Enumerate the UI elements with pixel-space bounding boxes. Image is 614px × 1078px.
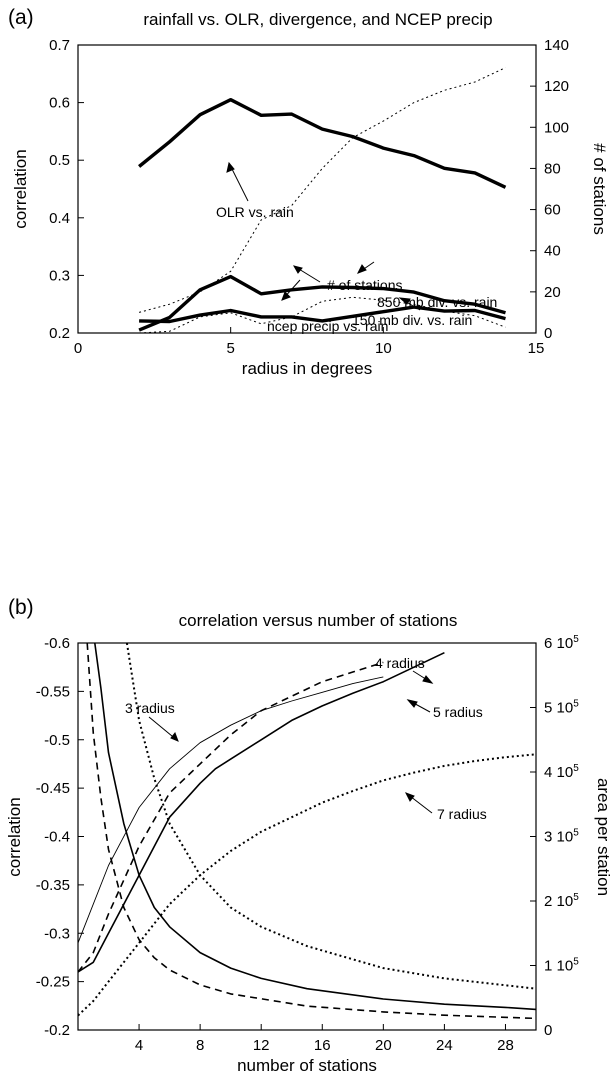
panel-b-y-tick-label: -0.2 bbox=[44, 1022, 70, 1039]
panel-b-series-r7_area bbox=[125, 643, 536, 990]
panel-a-y2-axis-label: # of stations bbox=[590, 143, 609, 235]
panel-b-label: (b) bbox=[8, 596, 34, 619]
panel-b-x-tick-label: 12 bbox=[253, 1037, 270, 1054]
panel-a-label: (a) bbox=[8, 6, 34, 29]
annotation-ncep: ncep precip vs. rain bbox=[267, 318, 388, 334]
panel-b-series-r4_corr bbox=[78, 661, 384, 973]
panel-a-annotations: OLR vs. rain # of stations ncep precip v… bbox=[216, 204, 497, 334]
panel-a-arrows bbox=[226, 161, 421, 311]
panel-b-y2-tick-label: 0 bbox=[544, 1022, 552, 1039]
panel-b-y-tick-label: -0.6 bbox=[44, 635, 70, 652]
panel-a-y2-tick-label: 120 bbox=[544, 78, 569, 95]
panel-b-annotations: 4 radius 3 radius 5 radius 7 radius bbox=[125, 655, 487, 822]
arrowhead-4-radius bbox=[422, 675, 434, 684]
panel-b-title: correlation versus number of stations bbox=[179, 611, 458, 630]
arrowhead-7-radius bbox=[404, 792, 415, 802]
panel-b-x-tick-label: 20 bbox=[375, 1037, 392, 1054]
annotation-7-radius: 7 radius bbox=[437, 806, 487, 822]
panel-a-y-tick-label: 0.6 bbox=[49, 95, 70, 112]
panel-b-y-ticks: -0.2 -0.25 -0.3 -0.35 -0.4 -0.45 -0.5 -0.55 -0.6 bbox=[36, 635, 84, 1039]
annotation-olr: OLR vs. rain bbox=[216, 204, 294, 220]
panel-a-y2-tick-label: 100 bbox=[544, 119, 569, 136]
panel-b-y2-tick-label: 4 105 bbox=[544, 763, 579, 781]
panel-b-y2-tick-label: 5 105 bbox=[544, 699, 579, 717]
panel-b-x-tick-label: 28 bbox=[497, 1037, 514, 1054]
panel-a-y-tick-label: 0.4 bbox=[49, 210, 70, 227]
annotation-850mb: 850 mb div. vs. rain bbox=[377, 294, 497, 310]
panel-a-series-ncep bbox=[138, 274, 506, 332]
panel-b-series-r3_corr bbox=[78, 676, 384, 944]
annotation-stations: # of stations bbox=[327, 277, 403, 293]
panel-b-y-tick-label: -0.45 bbox=[36, 780, 70, 797]
panel-a-x-tick-label: 0 bbox=[74, 340, 82, 357]
panel-a-series-stations bbox=[138, 67, 506, 313]
panel-b-y2-tick-label: 6 105 bbox=[544, 634, 579, 652]
panel-b-series-r7_corr bbox=[78, 753, 536, 1017]
panel-a-y-axis-label: correlation bbox=[11, 149, 30, 228]
panel-b-series-r5_area bbox=[94, 643, 536, 1011]
panel-a-plot-frame bbox=[77, 44, 537, 334]
panel-b-x-tick-label: 4 bbox=[135, 1037, 143, 1054]
annotation-3-radius: 3 radius bbox=[125, 700, 175, 716]
panel-a-y-tick-label: 0.5 bbox=[49, 152, 70, 169]
panel-b-x-ticks: 4 8 12 16 20 24 28 bbox=[135, 1024, 514, 1054]
annotation-150mb: 150 mb div. vs. rain bbox=[352, 312, 472, 328]
panel-b-y-axis-label: correlation bbox=[5, 797, 24, 876]
panel-b-x-tick-label: 8 bbox=[196, 1037, 204, 1054]
arrowhead-ncep bbox=[281, 291, 291, 301]
panel-a-y2-tick-label: 0 bbox=[544, 325, 552, 342]
panel-a-y2-tick-label: 60 bbox=[544, 202, 561, 219]
panel-b-series bbox=[78, 643, 536, 1020]
panel-b-y-tick-label: -0.35 bbox=[36, 877, 70, 894]
arrowhead-150mb bbox=[398, 297, 411, 305]
panel-a-x-axis-label: radius in degrees bbox=[242, 359, 372, 378]
arrowhead-5-radius bbox=[406, 699, 418, 708]
panel-b-series-r4_area bbox=[86, 643, 536, 1020]
arrowhead-3-radius bbox=[170, 732, 179, 742]
panel-b-y-tick-label: -0.3 bbox=[44, 925, 70, 942]
panel-a-x-tick-label: 10 bbox=[375, 340, 392, 357]
panel-a-x-tick-label: 5 bbox=[226, 340, 234, 357]
panel-a-y2-tick-label: 20 bbox=[544, 284, 561, 301]
panel-a-series-olr bbox=[138, 97, 507, 189]
panel-b-y2-ticks: 0 1 105 2 105 3 105 4 105 5 105 6 105 bbox=[530, 634, 579, 1039]
annotation-4-radius: 4 radius bbox=[375, 655, 425, 671]
panel-b-y2-tick-label: 2 105 bbox=[544, 892, 579, 910]
panel-b-y-tick-label: -0.55 bbox=[36, 683, 70, 700]
panel-b: (b) correlation versus number of station… bbox=[5, 596, 613, 1075]
panel-b-y2-axis-label: area per station bbox=[594, 778, 613, 896]
panel-b-y-tick-label: -0.4 bbox=[44, 829, 70, 846]
panel-a-series-div850 bbox=[139, 296, 506, 333]
panel-b-y2-tick-label: 1 105 bbox=[544, 957, 579, 975]
panel-a-y2-tick-label: 140 bbox=[544, 37, 569, 54]
panel-a-y2-ticks: 0 20 40 60 80 100 120 140 bbox=[530, 37, 569, 342]
panel-a-y2-tick-label: 80 bbox=[544, 160, 561, 177]
panel-b-x-tick-label: 16 bbox=[314, 1037, 331, 1054]
annotation-5-radius: 5 radius bbox=[433, 704, 483, 720]
panel-b-series-r5_corr bbox=[78, 651, 445, 973]
panel-a-y-tick-label: 0.2 bbox=[49, 325, 70, 342]
panel-a: (a) rainfall vs. OLR, divergence, and NC… bbox=[8, 6, 609, 378]
panel-a-series bbox=[138, 67, 507, 333]
panel-a-y-tick-label: 0.7 bbox=[49, 37, 70, 54]
panel-b-y-tick-label: -0.5 bbox=[44, 732, 70, 749]
panel-a-y2-tick-label: 40 bbox=[544, 243, 561, 260]
panel-b-x-axis-label: number of stations bbox=[237, 1056, 377, 1075]
arrowhead-850mb bbox=[356, 264, 367, 274]
panel-a-x-tick-label: 15 bbox=[528, 340, 545, 357]
panel-b-y-tick-label: -0.25 bbox=[36, 974, 70, 991]
panel-b-arrows bbox=[148, 670, 434, 814]
panel-a-y-tick-label: 0.3 bbox=[49, 267, 70, 284]
panel-a-y-ticks: 0.2 0.3 0.4 0.5 0.6 0.7 bbox=[49, 37, 84, 342]
panel-a-x-ticks: 0 5 10 15 bbox=[74, 327, 545, 357]
panel-a-title: rainfall vs. OLR, divergence, and NCEP p… bbox=[143, 10, 492, 29]
arrowhead-olr bbox=[226, 161, 235, 173]
panel-b-y2-tick-label: 3 105 bbox=[544, 828, 579, 846]
panel-b-x-tick-label: 24 bbox=[436, 1037, 453, 1054]
arrowhead-stations bbox=[292, 265, 303, 274]
